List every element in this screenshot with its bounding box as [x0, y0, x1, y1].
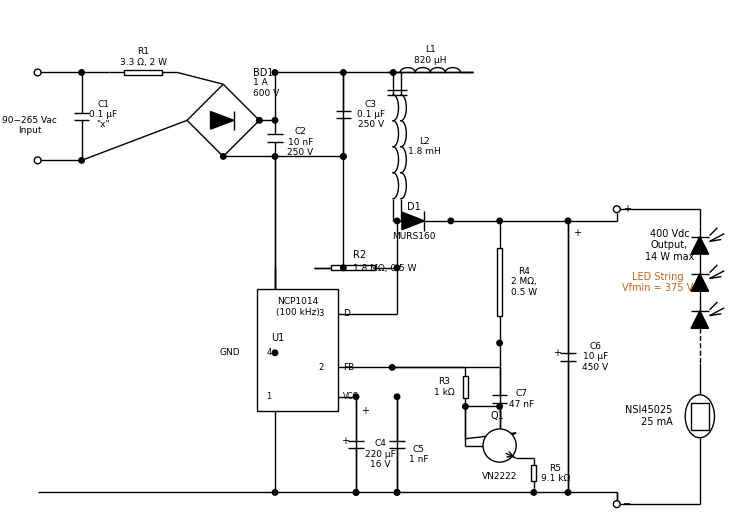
- Text: MURS160: MURS160: [392, 232, 435, 241]
- Text: GND: GND: [219, 348, 240, 357]
- Circle shape: [394, 490, 400, 495]
- Polygon shape: [691, 237, 708, 254]
- Text: LED String
Vfmin = 375 V: LED String Vfmin = 375 V: [622, 271, 693, 293]
- Text: FB: FB: [344, 363, 355, 372]
- Circle shape: [462, 404, 468, 409]
- Text: C5
1 nF: C5 1 nF: [409, 445, 429, 464]
- Polygon shape: [691, 311, 708, 329]
- Text: +: +: [553, 348, 561, 358]
- Circle shape: [614, 206, 620, 213]
- Bar: [257, 289, 338, 412]
- Bar: [124, 70, 162, 75]
- Circle shape: [256, 118, 262, 123]
- Circle shape: [341, 154, 346, 159]
- Circle shape: [531, 490, 536, 495]
- Text: C2
10 nF
250 V: C2 10 nF 250 V: [287, 127, 314, 157]
- Circle shape: [390, 70, 396, 75]
- Text: C4
220 μF
16 V: C4 220 μF 16 V: [365, 440, 396, 469]
- Circle shape: [272, 118, 277, 123]
- Text: −: −: [623, 499, 631, 509]
- Bar: [532, 466, 536, 481]
- Ellipse shape: [685, 395, 714, 438]
- Bar: [331, 265, 375, 270]
- Text: 2: 2: [318, 363, 323, 372]
- Circle shape: [394, 265, 400, 270]
- Text: NSI45025
25 mA: NSI45025 25 mA: [625, 405, 672, 427]
- Circle shape: [272, 350, 277, 356]
- Text: R1
3.3 Ω, 2 W: R1 3.3 Ω, 2 W: [120, 47, 167, 66]
- Bar: [497, 248, 502, 316]
- Circle shape: [341, 70, 346, 75]
- Text: BD1: BD1: [253, 69, 273, 78]
- Polygon shape: [211, 112, 234, 129]
- Bar: [463, 376, 468, 398]
- Text: D: D: [344, 309, 350, 318]
- Text: +: +: [623, 204, 631, 214]
- Text: 90−265 Vac
Input: 90−265 Vac Input: [2, 116, 57, 135]
- Text: C3
0.1 μF
250 V: C3 0.1 μF 250 V: [356, 100, 385, 129]
- Circle shape: [353, 490, 359, 495]
- Circle shape: [341, 265, 346, 270]
- Text: R3
1 kΩ: R3 1 kΩ: [434, 377, 454, 397]
- Circle shape: [483, 429, 516, 462]
- Text: 1.8 MΩ, 0.5 W: 1.8 MΩ, 0.5 W: [353, 264, 417, 274]
- Text: NCP1014
(100 kHz): NCP1014 (100 kHz): [276, 297, 320, 317]
- Text: R5
9.1 kΩ: R5 9.1 kΩ: [541, 463, 570, 483]
- Text: 3: 3: [318, 309, 323, 318]
- Circle shape: [448, 218, 453, 224]
- Circle shape: [220, 154, 226, 159]
- Circle shape: [394, 490, 400, 495]
- Circle shape: [35, 157, 41, 164]
- Text: 400 Vdc
Output,
14 W max: 400 Vdc Output, 14 W max: [645, 229, 694, 262]
- Text: L2
1.8 mH: L2 1.8 mH: [408, 137, 441, 156]
- Text: C6
10 μF
450 V: C6 10 μF 450 V: [582, 342, 608, 372]
- Text: 4: 4: [266, 348, 271, 357]
- Circle shape: [272, 70, 277, 75]
- Circle shape: [497, 404, 502, 409]
- Text: D1: D1: [407, 202, 420, 212]
- Circle shape: [497, 340, 502, 346]
- Text: R4
2 MΩ,
0.5 W: R4 2 MΩ, 0.5 W: [511, 267, 537, 297]
- Circle shape: [79, 158, 84, 163]
- Text: L1
820 μH: L1 820 μH: [414, 45, 447, 64]
- Circle shape: [341, 154, 346, 159]
- Circle shape: [394, 218, 400, 224]
- Text: VCC: VCC: [344, 392, 359, 401]
- Circle shape: [497, 218, 502, 224]
- Text: C1
0.1 μF
"x": C1 0.1 μF "x": [89, 100, 117, 129]
- Circle shape: [394, 394, 400, 400]
- Polygon shape: [402, 212, 424, 230]
- Text: 1: 1: [266, 392, 271, 401]
- Text: +: +: [361, 406, 369, 416]
- Circle shape: [390, 365, 395, 370]
- Circle shape: [272, 490, 277, 495]
- Text: C7
47 nF: C7 47 nF: [508, 389, 534, 409]
- Circle shape: [566, 218, 571, 224]
- Text: VN2222: VN2222: [482, 472, 517, 481]
- Circle shape: [353, 394, 359, 400]
- Text: R2: R2: [353, 250, 366, 260]
- Circle shape: [566, 490, 571, 495]
- Circle shape: [614, 501, 620, 508]
- Circle shape: [272, 154, 277, 159]
- Text: 1 A
600 V: 1 A 600 V: [253, 78, 279, 98]
- Bar: [691, 403, 708, 430]
- Text: +: +: [573, 228, 581, 238]
- Circle shape: [353, 490, 359, 495]
- Text: +: +: [341, 435, 349, 446]
- Circle shape: [35, 69, 41, 76]
- Text: U1: U1: [271, 333, 284, 343]
- Circle shape: [79, 70, 84, 75]
- Text: Q1: Q1: [491, 411, 505, 421]
- Polygon shape: [691, 274, 708, 291]
